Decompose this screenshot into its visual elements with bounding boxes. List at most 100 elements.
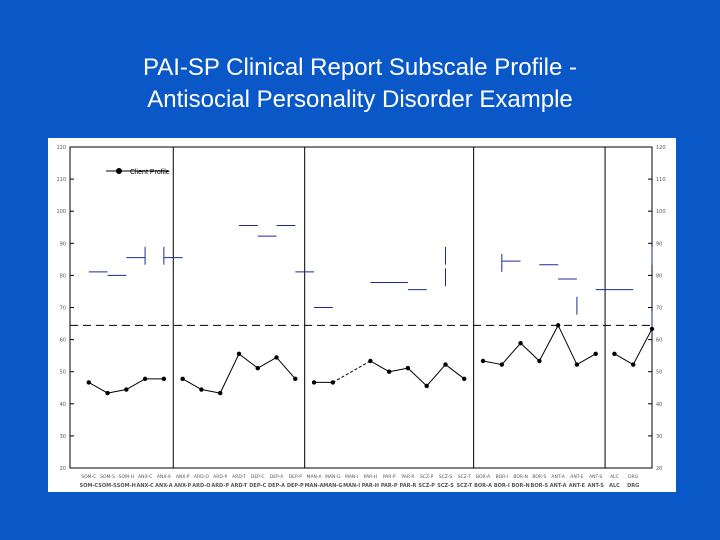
y-tick-label-right: 30 <box>656 434 662 440</box>
profile-point <box>330 380 336 385</box>
profile-segment <box>576 353 596 366</box>
column-label-top: SCZ-P <box>420 474 434 480</box>
column-label-top: SOM-S <box>100 474 115 480</box>
profile-segment <box>389 367 409 373</box>
column-label-top: MAN-I <box>345 474 358 480</box>
slide-title-line-2: Antisocial Personality Disorder Example <box>147 86 573 113</box>
profile-point <box>161 376 167 382</box>
column-label-top: MAN-A <box>307 474 323 480</box>
profile-point <box>368 358 373 364</box>
profile-point <box>555 323 561 328</box>
profile-point <box>217 390 223 396</box>
column-label-bottom: ANT-E <box>569 483 586 489</box>
profile-point <box>199 387 204 392</box>
legend-marker <box>116 168 122 174</box>
column-label-top: BOR-I <box>496 474 508 480</box>
column-label-bottom: SOM-H <box>117 483 136 489</box>
column-label-bottom: ARD-O <box>192 483 210 489</box>
y-tick-label-left: 90 <box>60 241 66 247</box>
column-label-bottom: ANT-A <box>550 483 567 489</box>
profile-segment <box>407 367 428 387</box>
y-tick-label-right: 70 <box>656 306 662 312</box>
column-label-bottom: SOM-S <box>98 483 117 489</box>
y-tick-label-right: 60 <box>656 338 662 344</box>
column-label-bottom: DEP-A <box>268 483 285 489</box>
column-label-top: SCZ-T <box>458 474 471 480</box>
column-label-top: ARD-P <box>213 474 227 480</box>
profile-point <box>386 369 392 374</box>
profile-segment <box>520 342 540 362</box>
slide-title-line-1: PAI-SP Clinical Report Subscale Profile … <box>143 54 577 81</box>
profile-point <box>255 365 260 371</box>
column-label-bottom: ARD-P <box>211 483 229 489</box>
profile-segment <box>557 325 578 365</box>
y-tick-label-left: 80 <box>60 273 66 279</box>
profile-point <box>443 362 448 367</box>
profile-segment <box>201 389 221 394</box>
profile-point <box>86 380 91 385</box>
column-label-top: DEP-A <box>270 474 284 480</box>
profile-point <box>142 376 148 382</box>
column-label-bottom: BOR-A <box>474 483 492 489</box>
profile-point <box>480 358 486 364</box>
y-tick-label-right: 20 <box>656 466 662 472</box>
profile-segment <box>182 378 202 390</box>
column-label-top: ARD-O <box>194 474 209 480</box>
profile-segment <box>614 353 634 366</box>
y-tick-label-right: 100 <box>656 209 666 215</box>
profile-point <box>424 383 429 389</box>
profile-segment <box>219 353 240 394</box>
y-tick-label-left: 30 <box>60 434 66 440</box>
column-label-top: DRG <box>628 474 639 480</box>
y-tick-label-left: 20 <box>60 466 66 472</box>
y-tick-label-left: 50 <box>60 370 66 376</box>
column-label-top: DEP-P <box>289 474 303 480</box>
profile-point <box>105 390 110 396</box>
y-tick-label-right: 80 <box>656 273 662 279</box>
column-label-top: SOM-H <box>119 474 134 480</box>
column-label-bottom: PAR-P <box>381 483 398 489</box>
profile-segment <box>257 356 277 369</box>
column-label-bottom: BOR-S <box>531 483 549 489</box>
column-label-top: ANT-S <box>589 474 602 480</box>
column-label-bottom: MAN-I <box>343 483 360 489</box>
column-label-bottom: DRG <box>627 483 639 489</box>
profile-segment <box>88 381 108 394</box>
column-label-bottom: BOR-I <box>494 483 510 489</box>
profile-segment <box>426 364 446 387</box>
column-label-top: ARD-T <box>232 474 246 480</box>
profile-segment <box>126 378 146 390</box>
profile-point <box>405 365 411 371</box>
profile-segment <box>632 328 653 365</box>
profile-point <box>574 362 580 367</box>
profile-segment <box>332 360 371 383</box>
column-label-bottom: SCZ-S <box>437 483 454 489</box>
profile-point <box>180 376 185 382</box>
profile-point <box>311 380 317 385</box>
column-label-top: PAR-H <box>364 474 377 480</box>
y-tick-label-left: 70 <box>60 306 66 312</box>
y-tick-label-right: 50 <box>656 370 662 376</box>
column-label-bottom: ANX-P <box>174 483 192 489</box>
column-label-top: BOR-S <box>532 474 546 480</box>
profile-segment <box>501 342 521 365</box>
column-label-top: ANX-P <box>176 474 190 480</box>
y-tick-label-right: 120 <box>656 145 666 151</box>
profile-segment <box>538 325 559 362</box>
column-label-top: ANT-A <box>551 474 565 480</box>
profile-point <box>537 358 542 364</box>
profile-point <box>593 351 598 357</box>
column-label-top: ANX-C <box>138 474 152 480</box>
profile-segment <box>238 353 259 369</box>
column-label-bottom: MAN-G <box>323 483 342 489</box>
profile-point <box>649 326 655 332</box>
y-tick-label-right: 110 <box>656 177 666 183</box>
column-label-top: BOR-A <box>476 474 491 480</box>
column-label-bottom: MAN-A <box>305 483 324 489</box>
column-label-top: ANX-A <box>157 474 172 480</box>
column-label-bottom: BOR-N <box>511 483 529 489</box>
column-label-top: PAR-P <box>383 474 396 480</box>
legend: Client Profile <box>106 168 170 176</box>
column-label-bottom: DEP-C <box>249 483 266 489</box>
column-label-top: BOR-N <box>513 474 527 480</box>
